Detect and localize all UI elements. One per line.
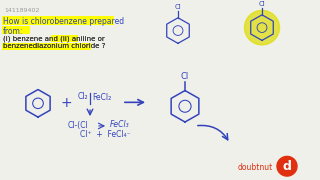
Text: FeCl₃: FeCl₃ (110, 120, 130, 129)
Text: (i) benzene and (ii) aniline or: (i) benzene and (ii) aniline or (3, 35, 105, 42)
Text: Cl: Cl (181, 72, 189, 81)
Text: benzenediazonium chloride ?: benzenediazonium chloride ? (3, 43, 105, 49)
Text: Cl: Cl (259, 1, 265, 7)
Text: Cl-(Cl: Cl-(Cl (68, 122, 89, 130)
Text: (i) benzene and (ii) aniline or: (i) benzene and (ii) aniline or (3, 35, 105, 42)
Text: +: + (60, 96, 72, 110)
Text: doubtnut: doubtnut (238, 163, 273, 172)
FancyBboxPatch shape (2, 26, 30, 33)
Text: from:: from: (3, 27, 23, 36)
Circle shape (244, 10, 280, 45)
Circle shape (277, 156, 297, 176)
FancyBboxPatch shape (2, 43, 91, 50)
Text: How is chlorobenzene prepared: How is chlorobenzene prepared (3, 17, 124, 26)
FancyBboxPatch shape (2, 16, 114, 25)
Text: benzenediazonium chloride ?: benzenediazonium chloride ? (3, 43, 105, 49)
FancyBboxPatch shape (51, 35, 78, 42)
Text: d: d (283, 160, 292, 173)
Text: Cl⁺  +  FeCl₄⁻: Cl⁺ + FeCl₄⁻ (80, 130, 131, 139)
Text: Cl₂: Cl₂ (77, 92, 88, 101)
Text: Cl: Cl (175, 4, 181, 10)
Text: 141189402: 141189402 (4, 8, 39, 13)
Text: FeCl₂: FeCl₂ (92, 93, 111, 102)
